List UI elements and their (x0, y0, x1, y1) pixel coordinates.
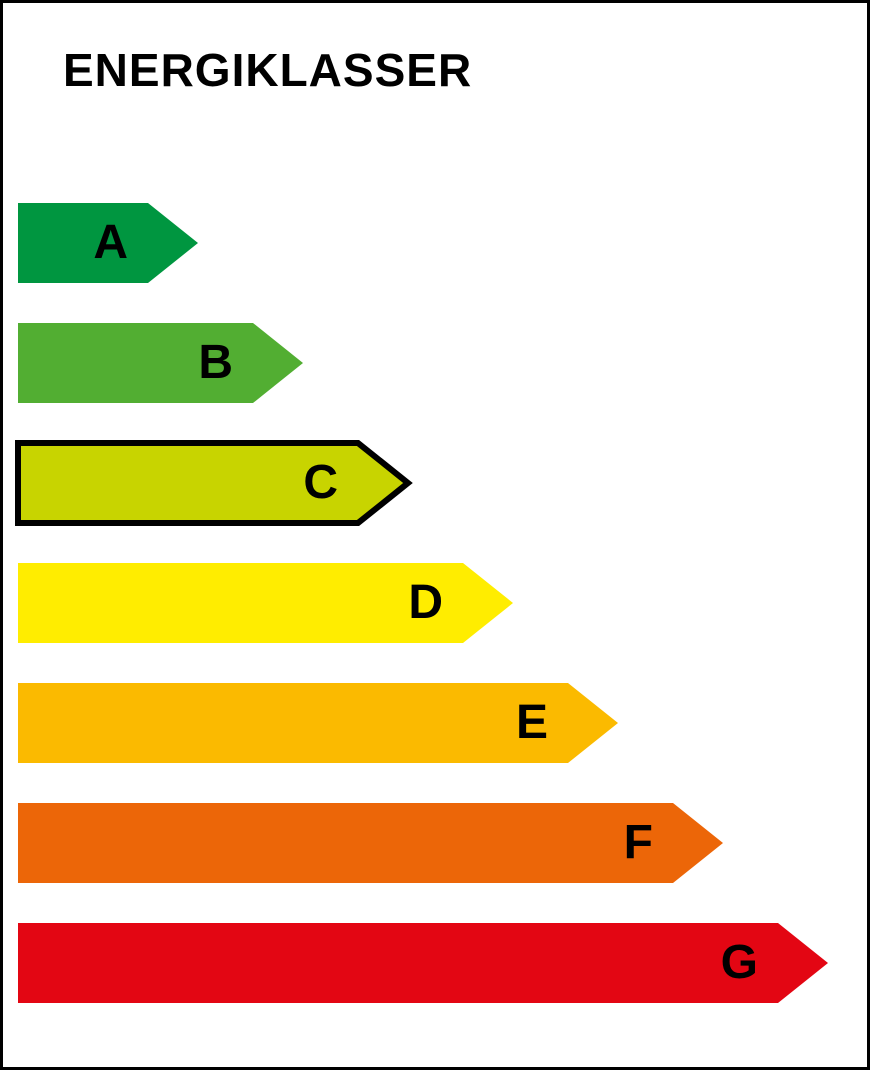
energy-bar-label-f: F (593, 815, 653, 870)
energy-bar-b (18, 323, 303, 403)
energy-bar-label-d: D (383, 575, 443, 630)
energy-label-frame: ENERGIKLASSER A B C D E F G (0, 0, 870, 1070)
chart-title: ENERGIKLASSER (63, 43, 472, 97)
energy-bar-c (12, 437, 414, 529)
energy-bar-label-a: A (68, 215, 128, 270)
energy-bar-label-b: B (173, 335, 233, 390)
energy-bar-label-e: E (488, 695, 548, 750)
energy-bar-label-c: C (278, 455, 338, 510)
energy-bar-label-g: G (698, 935, 758, 990)
